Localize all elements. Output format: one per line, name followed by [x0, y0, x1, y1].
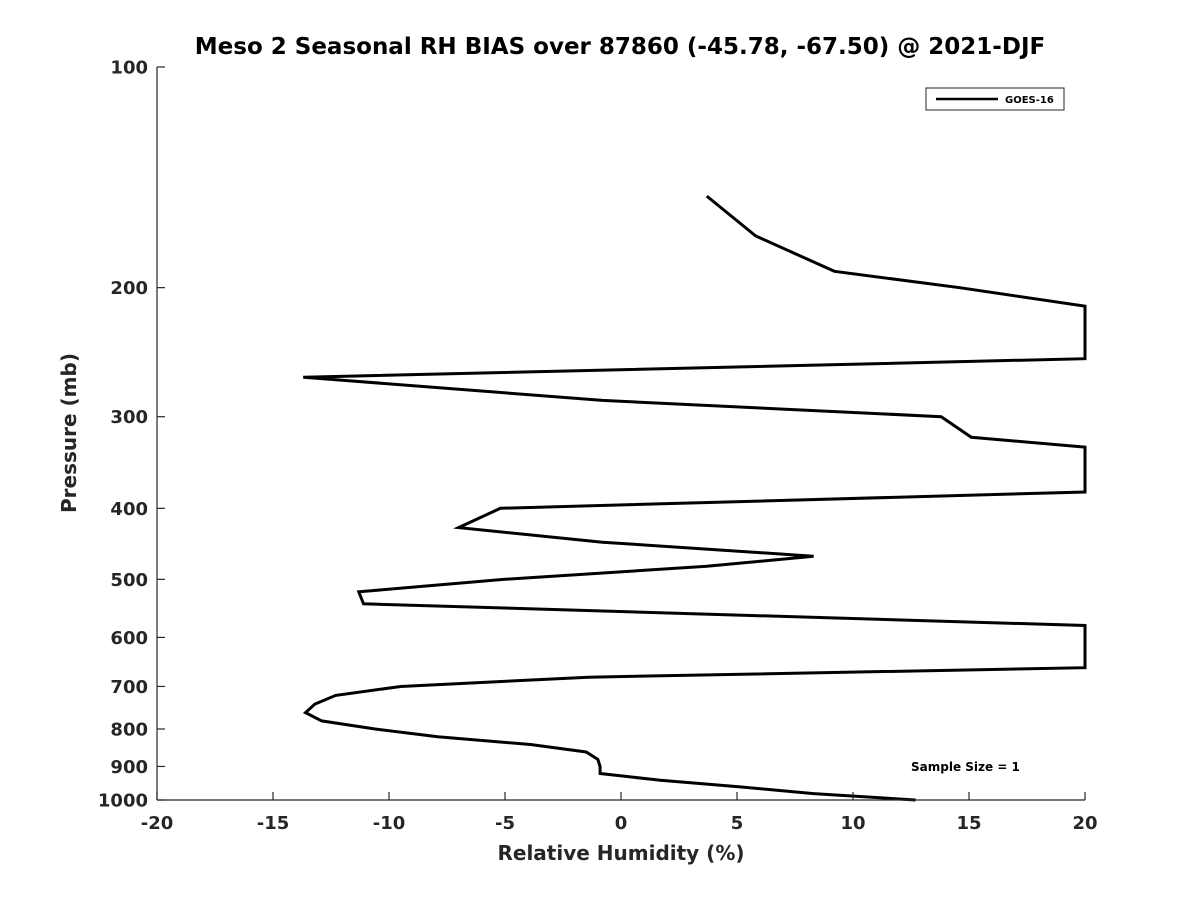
x-tick-label: 10 [840, 813, 865, 834]
y-tick-label: 200 [110, 278, 148, 299]
y-tick-label: 100 [110, 58, 148, 79]
x-axis-label: Relative Humidity (%) [497, 841, 744, 865]
series-layer [302, 194, 1087, 802]
plot-area [157, 67, 1085, 800]
chart-title: Meso 2 Seasonal RH BIAS over 87860 (-45.… [195, 34, 1045, 60]
plot-background [157, 67, 1085, 800]
legend-entry-goes-16: GOES-16 [1005, 95, 1054, 106]
x-tick-label: -15 [257, 813, 290, 834]
x-tick-label: -20 [141, 813, 174, 834]
x-tick-label: 5 [731, 813, 744, 834]
y-tick-label: 700 [110, 677, 148, 698]
legend: GOES-16 [925, 87, 1065, 111]
y-tick-label: 800 [110, 719, 148, 740]
x-tick-label: 20 [1072, 813, 1097, 834]
y-tick-label: 500 [110, 570, 148, 591]
y-tick-label: 600 [110, 628, 148, 649]
x-tick-label: -5 [495, 813, 515, 834]
y-tick-label: 900 [110, 757, 148, 778]
y-tick-label: 1000 [98, 791, 148, 812]
y-tick-label: 400 [110, 499, 148, 520]
sample-size-annotation: Sample Size = 1 [911, 760, 1020, 774]
y-tick-label: 300 [110, 407, 148, 428]
x-tick-label: 15 [956, 813, 981, 834]
series-line-goes-16 [302, 194, 1087, 802]
x-tick-label: -10 [373, 813, 406, 834]
axes-layer: -20 -15 -10 -5 0 5 10 15 20 100 200 300 400 500 600 700… [98, 58, 1098, 835]
y-axis-label: Pressure (mb) [57, 353, 81, 513]
x-tick-label: 0 [615, 813, 628, 834]
